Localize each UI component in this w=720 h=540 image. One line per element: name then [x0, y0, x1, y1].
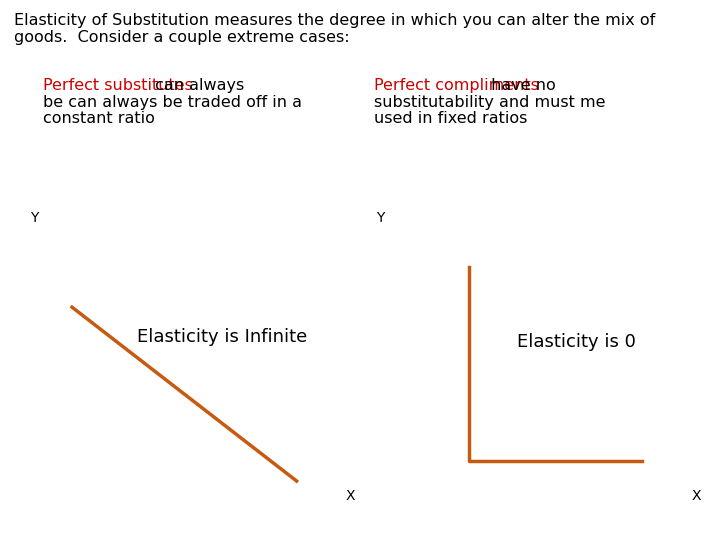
Text: be can always be traded off in a: be can always be traded off in a [43, 94, 302, 110]
Text: Perfect compliments: Perfect compliments [374, 78, 539, 93]
Text: used in fixed ratios: used in fixed ratios [374, 111, 528, 126]
Text: Elasticity is 0: Elasticity is 0 [516, 333, 636, 351]
Text: Perfect substitutes: Perfect substitutes [43, 78, 193, 93]
Text: substitutability and must me: substitutability and must me [374, 94, 606, 110]
Text: X: X [346, 489, 355, 503]
Text: can always: can always [150, 78, 244, 93]
Text: Y: Y [30, 211, 39, 225]
Text: goods.  Consider a couple extreme cases:: goods. Consider a couple extreme cases: [14, 30, 350, 45]
Text: have no: have no [486, 78, 556, 93]
Text: Y: Y [376, 211, 384, 225]
Text: X: X [691, 489, 701, 503]
Text: constant ratio: constant ratio [43, 111, 155, 126]
Text: Elasticity is Infinite: Elasticity is Infinite [137, 328, 307, 346]
Text: Elasticity of Substitution measures the degree in which you can alter the mix of: Elasticity of Substitution measures the … [14, 14, 656, 29]
